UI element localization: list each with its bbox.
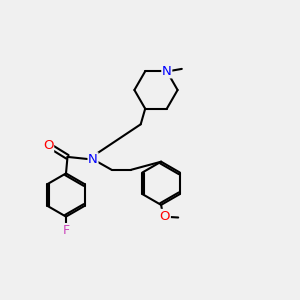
Text: O: O: [160, 209, 170, 223]
Text: N: N: [88, 153, 98, 166]
Text: F: F: [62, 224, 70, 237]
Text: O: O: [43, 139, 53, 152]
Text: N: N: [162, 65, 172, 78]
